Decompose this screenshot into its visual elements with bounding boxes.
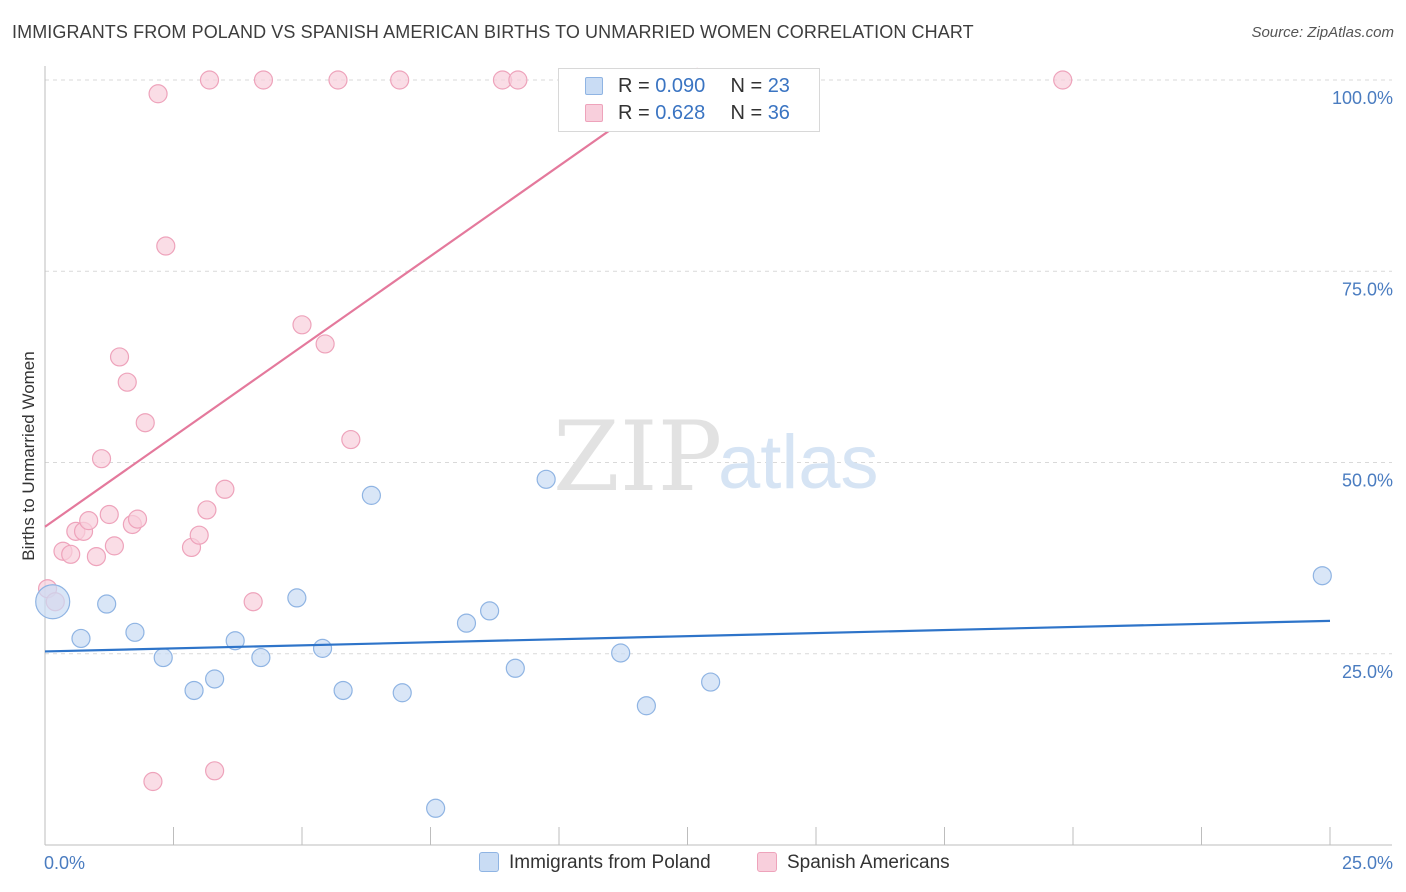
data-point <box>86 546 107 567</box>
data-point <box>426 798 446 818</box>
series-immigrants-from-poland <box>35 469 1332 818</box>
x-tick-label: 0.0% <box>44 853 85 873</box>
data-point <box>104 536 124 556</box>
trend-line-spanish <box>44 67 699 528</box>
data-point <box>701 672 721 692</box>
data-point <box>333 680 353 701</box>
data-point <box>71 628 91 649</box>
legend-r-value: 0.628 <box>655 102 706 124</box>
axes <box>44 66 1392 846</box>
data-point <box>197 500 217 520</box>
trend-lines <box>44 67 1331 653</box>
bottom-legend-label-spanish: Spanish Americans <box>787 852 950 873</box>
y-tick-label: 25.0% <box>1342 662 1393 682</box>
correlation-legend: R = 0.090 N = 23 R = 0.628 N = 36 <box>558 68 820 132</box>
legend-n-label: N = <box>730 75 768 97</box>
legend-swatch-pink <box>585 104 603 122</box>
data-point <box>315 334 335 354</box>
data-point <box>1312 566 1332 586</box>
data-point <box>536 469 556 489</box>
data-point <box>636 696 656 716</box>
x-tick-label: 25.0% <box>1342 853 1393 873</box>
chart-title: IMMIGRANTS FROM POLAND VS SPANISH AMERIC… <box>12 22 974 42</box>
data-point <box>312 638 333 658</box>
y-tick-label: 100.0% <box>1332 88 1393 108</box>
x-tick-labels: 0.0% 25.0% <box>44 853 1393 873</box>
data-point <box>97 594 117 614</box>
data-point <box>127 509 148 529</box>
x-ticks <box>173 827 1331 845</box>
data-point <box>1053 70 1073 90</box>
data-point <box>508 70 528 90</box>
legend-r-label: R = <box>618 102 656 124</box>
data-point <box>243 592 263 612</box>
legend-r-label: R = <box>618 75 656 97</box>
data-point <box>205 669 225 689</box>
legend-n-value: 23 <box>767 75 790 97</box>
data-point <box>189 525 209 545</box>
y-tick-label: 75.0% <box>1342 279 1393 299</box>
data-point <box>117 372 137 392</box>
bottom-legend-swatch-blue <box>479 852 499 872</box>
bottom-legend-swatch-pink <box>757 852 777 872</box>
data-point <box>392 683 412 703</box>
data-point <box>199 70 220 90</box>
data-point <box>35 584 71 620</box>
data-point <box>125 622 145 642</box>
data-point <box>156 236 176 256</box>
data-point <box>99 504 119 525</box>
bottom-legend-poland[interactable]: Immigrants from Poland <box>479 852 711 874</box>
data-point <box>148 84 168 104</box>
data-point <box>456 613 477 633</box>
legend-n-label: N = <box>730 102 768 124</box>
data-point <box>61 544 81 564</box>
bottom-legend-spanish[interactable]: Spanish Americans <box>757 852 950 874</box>
source-label: Source: ZipAtlas.com <box>1251 24 1394 41</box>
watermark-atlas: atlas <box>718 420 879 505</box>
data-point <box>253 70 274 90</box>
watermark-zip: ZIP <box>553 401 722 513</box>
data-point <box>611 643 631 663</box>
data-point <box>184 680 204 701</box>
data-point <box>135 413 155 433</box>
y-tick-labels: 25.0% 50.0% 75.0% 100.0% <box>1332 88 1393 682</box>
data-point <box>205 761 225 781</box>
legend-n-value: 36 <box>767 102 790 124</box>
data-point <box>361 485 381 505</box>
legend-r-value: 0.090 <box>655 75 706 97</box>
data-point <box>390 70 410 90</box>
data-point <box>109 347 130 367</box>
data-point <box>91 449 112 469</box>
data-point <box>79 511 99 531</box>
data-point <box>143 771 163 792</box>
data-point <box>292 315 312 335</box>
watermark: ZIP atlas <box>553 401 879 513</box>
bottom-legend-label-poland: Immigrants from Poland <box>509 852 711 873</box>
data-point <box>153 647 173 668</box>
grid-lines <box>45 79 1392 655</box>
y-tick-label: 50.0% <box>1342 471 1393 491</box>
legend-swatch-blue <box>585 77 603 95</box>
data-point <box>341 429 361 450</box>
data-point <box>328 70 348 90</box>
data-point <box>251 647 271 668</box>
data-point <box>215 479 235 499</box>
data-point <box>480 601 500 621</box>
data-point <box>225 631 245 651</box>
trend-line-poland <box>44 619 1331 653</box>
data-point <box>505 658 525 678</box>
y-axis-title: Births to Unmarried Women <box>19 351 38 560</box>
data-point <box>287 588 307 608</box>
